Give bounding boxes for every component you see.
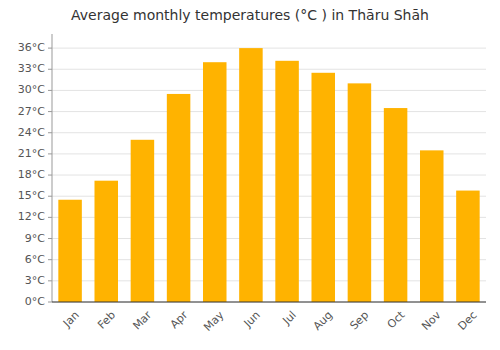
y-tick-label: 3°C [25,274,45,287]
y-tick-label: 18°C [18,168,45,181]
y-tick-label: 21°C [18,147,45,160]
bar [275,61,299,302]
x-tick-label: Nov [419,308,444,333]
x-axis-line [52,302,486,303]
x-tick-label: Aug [311,309,335,333]
grid-line [52,111,486,112]
bar [239,48,263,302]
y-tick-label: 33°C [18,62,45,75]
y-tick [48,259,52,260]
y-tick [48,280,52,281]
y-tick-label: 30°C [18,83,45,96]
bar [420,150,444,302]
title: Average monthly temperatures (°C ) in Th… [71,7,429,23]
x-tick-label: Sep [347,309,371,333]
bar [348,83,372,302]
x-tick-label: Jul [280,309,299,328]
y-tick-label: 0°C [25,295,45,308]
bar [384,108,408,302]
y-tick [48,90,52,91]
y-tick-label: 36°C [18,41,45,54]
bar [456,191,480,302]
grid-line [52,90,486,91]
grid-line [52,69,486,70]
grid-line [52,132,486,133]
bar [311,73,335,302]
y-tick [48,48,52,49]
chart-container: 0°C 3°C 6°C 9°C 12°C 15°C 18°C 21°C 24°C 27°C 30°C… [0,0,500,350]
y-tick [48,111,52,112]
y-tick-label: 15°C [18,189,45,202]
y-tick-label: 6°C [25,253,45,266]
x-tick-label: Jun [241,309,263,331]
y-tick [48,175,52,176]
grid [52,48,486,302]
y-tick [48,69,52,70]
y-tick [48,217,52,218]
y-tick [48,196,52,197]
grid-line [52,302,486,303]
y-tick-label: 24°C [18,126,45,139]
x-tick-label: Jan [60,309,82,331]
x-tick-label: Feb [95,309,118,332]
x-tick-label: Oct [385,308,408,331]
grid-line [52,48,486,49]
y-tick [48,238,52,239]
x-tick-label: Apr [168,308,191,331]
x-tick-label: Mar [130,308,154,332]
bar [94,181,118,302]
bars [58,48,479,302]
bar [203,62,227,302]
x-tick-label: Dec [455,309,479,333]
y-axis: 0°C 3°C 6°C 9°C 12°C 15°C 18°C 21°C 24°C 27°C 30°C… [18,34,52,308]
bar [58,200,82,302]
y-axis-line [52,34,53,302]
x-tick-label: May [201,308,227,334]
y-tick [48,132,52,133]
y-tick-label: 9°C [25,232,45,245]
y-tick [48,153,52,154]
chart: 0°C 3°C 6°C 9°C 12°C 15°C 18°C 21°C 24°C 27°C 30°C… [0,0,500,350]
y-tick-label: 12°C [18,210,45,223]
bar [167,94,191,302]
y-tick-label: 27°C [18,105,45,118]
bar [131,140,155,302]
y-tick [48,302,52,303]
x-axis: Jan Feb Mar Apr May Jun Jul Aug Sep Oct Nov Dec [52,302,486,334]
